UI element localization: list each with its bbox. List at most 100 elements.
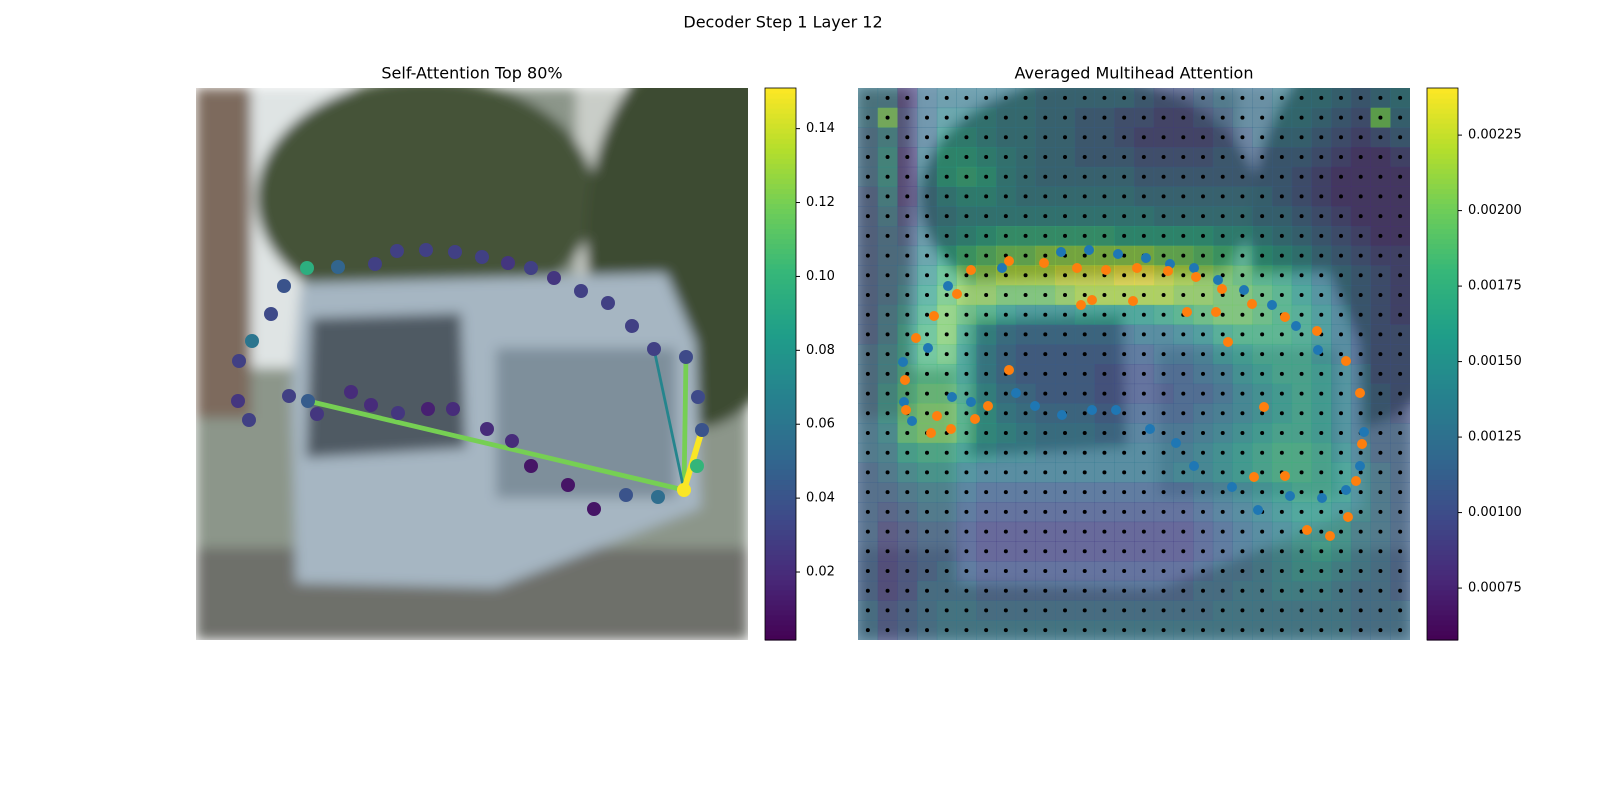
grid-dot [1339,174,1343,179]
grid-dot [1082,529,1087,534]
grid-dot [1378,588,1383,593]
grid-dot [1122,273,1127,278]
grid-dot [1161,371,1166,376]
grid-dot [1181,431,1186,435]
grid-dot [1003,470,1008,475]
grid-dot [1003,549,1008,554]
grid-dot [1378,273,1383,278]
colorbar-strip [1427,399,1458,405]
grid-dot [1279,509,1284,514]
grid-dot [1102,509,1107,514]
point [561,478,575,492]
colorbar-strip [765,98,796,104]
point [1087,295,1097,305]
colorbar-strip [765,494,796,501]
grid-dot [1122,155,1127,159]
colorbar-strip [765,318,796,325]
colorbar-strip [765,599,796,606]
grid-dot [1122,194,1127,199]
colorbar-strip [765,484,796,491]
grid-dot [1398,588,1403,593]
grid-dot [1319,549,1324,554]
colorbar-strip [1427,614,1458,621]
point [1247,299,1257,309]
colorbar-strip [765,323,796,330]
point [647,342,661,356]
grid-dot [1339,312,1343,317]
grid-dot [905,214,910,219]
grid-dot [1122,293,1127,297]
grid-dot [1220,411,1225,416]
point [1004,256,1014,266]
grid-dot [1339,273,1343,278]
colorbar-frame [1426,87,1459,641]
grid-dot [1319,470,1324,475]
colorbar-strip [765,474,796,481]
grid-dot [1279,588,1284,593]
point [901,405,911,415]
grid-dot [1358,194,1363,199]
grid-dot [865,174,870,179]
grid-dot [1279,174,1284,179]
point [1355,388,1365,398]
grid-dot [1122,174,1127,179]
point [1357,439,1367,449]
grid-dot [1063,371,1067,376]
grid-dot [1141,233,1146,238]
colorbar-strip [765,364,796,370]
grid-dot [1063,273,1067,278]
grid-dot [1043,135,1048,140]
grid-dot [1043,293,1048,297]
point [277,279,291,293]
colorbar-strip [1427,138,1458,144]
grid-dot [1319,293,1324,297]
grid-dot [905,273,910,278]
colorbar-strip [1427,353,1458,360]
grid-dot [865,115,870,120]
grid-dot [1201,411,1205,416]
colorbar-tick-label: 0.10 [806,269,835,284]
colorbar-strip [1427,223,1458,230]
grid-dot [885,233,890,238]
grid-dot [1063,312,1067,317]
grid-dot [1023,95,1028,100]
grid-dot [925,135,929,140]
grid-dot [905,253,910,258]
colorbar-strip [1427,143,1458,149]
point [364,398,378,412]
grid-dot [1023,628,1028,633]
grid-dot [1260,628,1265,633]
grid-dot [1102,549,1107,554]
grid-dot [1378,490,1383,495]
grid-dot [1082,391,1087,396]
grid-dot [1220,371,1225,376]
grid-dot [885,155,890,159]
point [475,250,489,264]
grid-dot [1220,628,1225,633]
colorbar-strip [765,409,796,415]
grid-dot [1319,628,1324,633]
colorbar-strip [765,554,796,561]
grid-dot [1220,253,1225,258]
colorbar-strip [765,529,796,536]
colorbar-strip [765,243,796,250]
grid-dot [1063,115,1067,120]
point [1302,525,1312,535]
grid-dot [905,608,910,613]
grid-dot [944,115,949,120]
grid-dot [984,95,989,100]
colorbar-strip [765,183,796,189]
grid-dot [1161,450,1166,455]
grid-dot [865,293,870,297]
grid-dot [1181,391,1186,396]
grid-dot [1220,155,1225,159]
grid-dot [1141,352,1146,357]
grid-dot [1260,470,1265,475]
colorbar-strip [1427,163,1458,169]
grid-dot [1319,588,1324,593]
grid-dot [1023,214,1028,219]
grid-dot [1063,529,1067,534]
grid-dot [984,233,989,238]
grid-dot [1201,273,1205,278]
colorbar-strip [1427,228,1458,235]
